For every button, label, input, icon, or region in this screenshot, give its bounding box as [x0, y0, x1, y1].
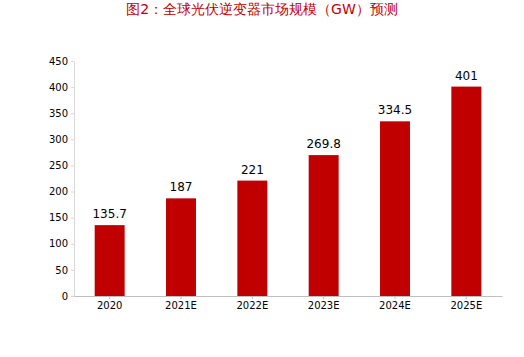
x-tick-label: 2023E — [308, 300, 340, 311]
data-label: 135.7 — [92, 207, 126, 221]
y-tick-label: 200 — [49, 186, 68, 197]
bar — [309, 155, 339, 296]
data-label: 221 — [241, 163, 264, 177]
x-tick: 2025E — [450, 296, 482, 311]
x-tick-mark — [109, 296, 110, 299]
x-axis-line — [75, 296, 503, 297]
y-tick-label: 350 — [49, 108, 68, 119]
bar — [237, 181, 267, 296]
y-tick-label: 0 — [62, 291, 68, 302]
x-axis: 2020 2021E 2022E 2023E 2024E 2025E — [75, 296, 503, 311]
y-axis: 0 50 100 150 200 250 300 350 400 450 — [49, 56, 75, 302]
x-tick-label: 2020 — [97, 300, 122, 311]
y-tick-mark — [71, 87, 74, 88]
x-tick: 2021E — [165, 296, 197, 311]
y-tick: 250 — [49, 160, 74, 171]
y-tick: 400 — [49, 82, 74, 93]
y-tick: 300 — [49, 134, 74, 145]
x-tick-mark — [466, 296, 467, 299]
y-tick-label: 100 — [49, 238, 68, 249]
y-tick-label: 400 — [49, 82, 68, 93]
y-tick-mark — [71, 270, 74, 271]
y-tick-label: 300 — [49, 134, 68, 145]
bar — [95, 225, 125, 296]
y-tick-mark — [71, 61, 74, 62]
data-label: 269.8 — [306, 137, 340, 151]
y-tick: 200 — [49, 186, 74, 197]
x-tick-mark — [181, 296, 182, 299]
chart: 图2：全球光伏逆变器市场规模（GW）预测 0 50 100 150 200 250 300 35… — [0, 0, 524, 357]
data-label: 187 — [170, 180, 193, 194]
x-tick-mark — [395, 296, 396, 299]
x-tick-label: 2025E — [450, 300, 482, 311]
y-tick: 50 — [55, 265, 74, 276]
y-tick: 350 — [49, 108, 74, 119]
y-tick-mark — [71, 192, 74, 193]
y-tick-mark — [71, 139, 74, 140]
y-tick-mark — [71, 165, 74, 166]
x-tick-label: 2022E — [236, 300, 268, 311]
y-tick-mark — [71, 244, 74, 245]
x-tick-mark — [252, 296, 253, 299]
y-tick-mark — [71, 113, 74, 114]
title: 图2：全球光伏逆变器市场规模（GW）预测 — [126, 1, 398, 17]
bar — [451, 87, 481, 296]
data-labels: 135.7 187 221 269.8 334.5 401 — [92, 69, 477, 222]
y-tick-mark — [71, 218, 74, 219]
data-label: 334.5 — [378, 103, 412, 117]
y-axis-line — [74, 62, 75, 297]
y-tick: 100 — [49, 238, 74, 249]
x-tick: 2023E — [308, 296, 340, 311]
x-tick-label: 2021E — [165, 300, 197, 311]
y-tick: 0 — [62, 291, 74, 302]
y-tick-label: 150 — [49, 212, 68, 223]
data-label: 401 — [455, 69, 478, 83]
y-tick-label: 450 — [49, 56, 68, 67]
bar — [380, 121, 410, 296]
y-tick: 450 — [49, 56, 74, 67]
x-tick-label: 2024E — [379, 300, 411, 311]
x-tick: 2024E — [379, 296, 411, 311]
y-tick-label: 250 — [49, 160, 68, 171]
x-tick: 2020 — [97, 296, 122, 311]
y-tick-mark — [71, 296, 74, 297]
x-tick-mark — [323, 296, 324, 299]
y-tick-label: 50 — [55, 265, 68, 276]
y-tick: 150 — [49, 212, 74, 223]
bars — [95, 87, 482, 296]
x-tick: 2022E — [236, 296, 268, 311]
bar — [166, 198, 196, 296]
